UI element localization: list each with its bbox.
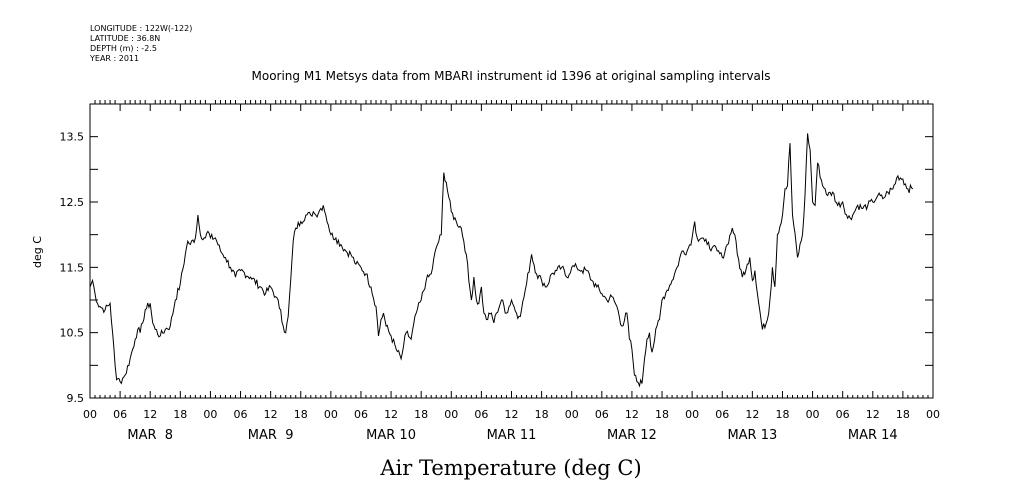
y-tick-label: 10.5 xyxy=(60,327,85,340)
latitude-label: LATITUDE : 36.8N xyxy=(90,34,160,43)
x-tick-label: 00 xyxy=(203,408,217,421)
x-tick-label: 06 xyxy=(354,408,368,421)
x-axis-title: Air Temperature (deg C) xyxy=(379,456,641,480)
x-tick-label: 18 xyxy=(173,408,187,421)
x-tick-label: 18 xyxy=(414,408,428,421)
x-tick-label: 06 xyxy=(234,408,248,421)
x-tick-label: 00 xyxy=(324,408,338,421)
x-tick-label: 00 xyxy=(926,408,940,421)
x-tick-label: 18 xyxy=(294,408,308,421)
x-axis: 00 06 12 18 00 06 12 18 00 06 12 18 00 06 12 18 00 06 12 18… xyxy=(83,104,940,443)
x-tick-label: 12 xyxy=(264,408,278,421)
x-tick-label: 06 xyxy=(113,408,127,421)
x-tick-label: 00 xyxy=(444,408,458,421)
x-tick-label: 00 xyxy=(83,408,97,421)
depth-label: DEPTH (m) : -2.5 xyxy=(90,44,157,53)
y-axis-title: deg C xyxy=(31,236,44,268)
x-tick-label: 18 xyxy=(775,408,789,421)
x-tick-label: 12 xyxy=(625,408,639,421)
series-line-air-temperature xyxy=(89,133,914,388)
x-tick-label: 06 xyxy=(474,408,488,421)
x-tick-label: 12 xyxy=(384,408,398,421)
date-label: MAR 9 xyxy=(248,428,294,443)
top-minor-ticks xyxy=(94,100,929,398)
x-tick-label: 18 xyxy=(896,408,910,421)
year-label: YEAR : 2011 xyxy=(89,54,139,63)
x-tick-label: 18 xyxy=(535,408,549,421)
x-tick-label: 12 xyxy=(505,408,519,421)
x-tick-label: 12 xyxy=(866,408,880,421)
date-label: MAR 11 xyxy=(487,428,537,443)
date-label: MAR 10 xyxy=(366,428,416,443)
longitude-label: LONGITUDE : 122W(-122) xyxy=(90,24,192,33)
y-tick-label: 9.5 xyxy=(67,392,85,405)
x-tick-label: 06 xyxy=(595,408,609,421)
date-label: MAR 13 xyxy=(727,428,777,443)
y-tick-label: 11.5 xyxy=(60,261,85,274)
x-tick-label: 12 xyxy=(745,408,759,421)
x-tick-label: 00 xyxy=(565,408,579,421)
chart-title: Mooring M1 Metsys data from MBARI instru… xyxy=(252,69,771,83)
y-axis: 9.5 10.5 11.5 12.5 13.5 xyxy=(60,103,933,405)
x-tick-label: 00 xyxy=(685,408,699,421)
date-label: MAR 14 xyxy=(848,428,898,443)
x-tick-label: 18 xyxy=(655,408,669,421)
x-tick-label: 12 xyxy=(143,408,157,421)
y-tick-label: 13.5 xyxy=(60,131,85,144)
x-tick-label: 06 xyxy=(836,408,850,421)
date-label: MAR 8 xyxy=(127,428,173,443)
x-tick-label: 00 xyxy=(806,408,820,421)
x-tick-label: 06 xyxy=(715,408,729,421)
date-label: MAR 12 xyxy=(607,428,657,443)
y-tick-label: 12.5 xyxy=(60,196,85,209)
